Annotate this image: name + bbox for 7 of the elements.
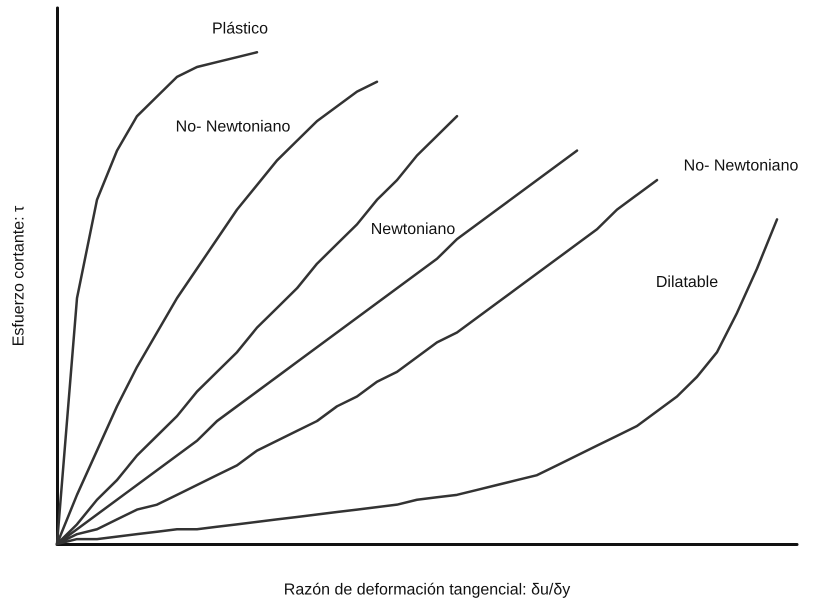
series-label: Newtoniano bbox=[370, 220, 456, 238]
series-label: No- Newtoniano bbox=[176, 118, 290, 136]
series-label: Plástico bbox=[212, 20, 268, 38]
series-label: Dilatable bbox=[656, 274, 718, 292]
series-label: No- Newtoniano bbox=[684, 158, 798, 175]
x-axis-title: Razón de deformación tangencial: δu/δy bbox=[284, 582, 570, 598]
y-axis-title: Esfuerzo cortante: τ bbox=[10, 205, 28, 346]
